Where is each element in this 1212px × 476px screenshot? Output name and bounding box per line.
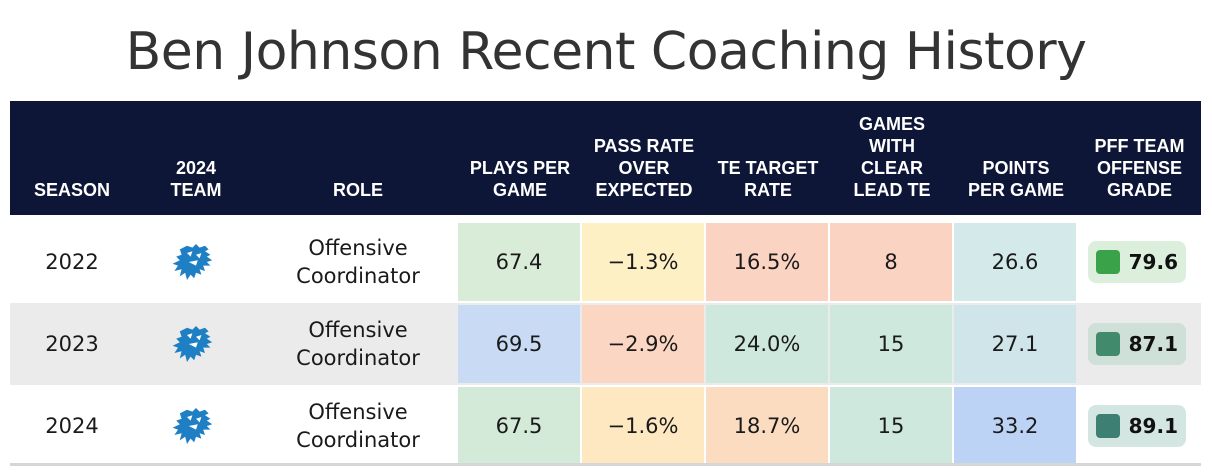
header-line: OFFENSE (1096, 158, 1182, 178)
header-line: PASS RATE (593, 136, 695, 156)
header-pff-offense-grade: PFF TEAM OFFENSE GRADE (1078, 135, 1201, 201)
header-line: GRADE (1106, 180, 1172, 200)
header-line: ROLE (332, 180, 383, 200)
header-line: TEAM (170, 180, 222, 200)
grade-swatch (1096, 414, 1120, 438)
cell-role: Offensive Coordinator (258, 385, 458, 467)
header-line: PLAYS PER (469, 158, 571, 178)
cell-pff-offense-grade: 89.1 (1088, 405, 1186, 447)
header-line: LEAD TE (853, 180, 931, 200)
cell-team (134, 221, 258, 303)
header-games-clear-lead-te: GAMES WITH CLEAR LEAD TE (830, 113, 954, 201)
cell-points-per-game: 27.1 (954, 305, 1076, 383)
cell-season: 2022 (45, 250, 99, 274)
table-header: SEASON 2024 TEAM ROLE PLAYS PER GAME PASS RATE… (10, 101, 1201, 215)
header-line: WITH (869, 136, 915, 156)
grade-value: 89.1 (1128, 414, 1178, 438)
header-role: ROLE (258, 179, 458, 201)
cell-team (134, 303, 258, 385)
header-te-target-rate: TE TARGET RATE (706, 157, 830, 201)
cell-plays-per-game: 67.5 (458, 387, 580, 465)
cell-pass-rate-over-expected: −1.3% (582, 223, 704, 301)
header-line: PER GAME (967, 180, 1064, 200)
role-line: Coordinator (296, 264, 420, 288)
cell-role: Offensive Coordinator (258, 221, 458, 303)
cell-pff-offense-grade: 87.1 (1088, 323, 1186, 365)
grade-swatch (1096, 332, 1120, 356)
lions-logo-icon (169, 322, 223, 366)
table-title: Ben Johnson Recent Coaching History (125, 22, 1087, 82)
cell-season: 2024 (45, 414, 99, 438)
cell-points-per-game: 26.6 (954, 223, 1076, 301)
header-line: PFF TEAM (1094, 136, 1185, 156)
table-row: 2024 Offensive Coordinator 67.5 −1.6% 18.7% 15… (10, 385, 1201, 467)
header-line: RATE (744, 180, 792, 200)
lions-logo-icon (169, 240, 223, 284)
cell-games-clear-lead-te: 8 (830, 223, 952, 301)
cell-points-per-game: 33.2 (954, 387, 1076, 465)
cell-pass-rate-over-expected: −1.6% (582, 387, 704, 465)
header-line: TE TARGET (717, 158, 819, 178)
cell-role: Offensive Coordinator (258, 303, 458, 385)
cell-te-target-rate: 18.7% (706, 387, 828, 465)
grade-value: 87.1 (1128, 332, 1178, 356)
header-season: SEASON (10, 179, 134, 201)
header-points-per-game: POINTS PER GAME (954, 157, 1078, 201)
role-line: Offensive (308, 318, 408, 342)
cell-team (134, 385, 258, 467)
cell-plays-per-game: 67.4 (458, 223, 580, 301)
role-line: Coordinator (296, 346, 420, 370)
role-line: Coordinator (296, 428, 420, 452)
grade-value: 79.6 (1128, 250, 1178, 274)
header-line: 2024 (175, 158, 217, 178)
cell-plays-per-game: 69.5 (458, 305, 580, 383)
header-line: CLEAR (861, 158, 923, 178)
cell-pass-rate-over-expected: −2.9% (582, 305, 704, 383)
cell-te-target-rate: 24.0% (706, 305, 828, 383)
header-team: 2024 TEAM (134, 157, 258, 201)
table-body: 2022 Offensive Coordinator 67.4 −1.3% 16.5% 8 2… (10, 221, 1201, 467)
header-line: EXPECTED (595, 180, 693, 200)
table-bottom-rule (10, 463, 1201, 466)
header-pass-rate-over-expected: PASS RATE OVER EXPECTED (582, 135, 706, 201)
header-line: GAMES (858, 114, 925, 134)
table-row: 2023 Offensive Coordinator 69.5 −2.9% 24.0% 15… (10, 303, 1201, 385)
header-line: OVER (618, 158, 670, 178)
role-line: Offensive (308, 400, 408, 424)
cell-pff-offense-grade: 79.6 (1088, 241, 1186, 283)
header-line: GAME (493, 180, 547, 200)
cell-games-clear-lead-te: 15 (830, 387, 952, 465)
coaching-history-table: SEASON 2024 TEAM ROLE PLAYS PER GAME PASS RATE… (10, 101, 1201, 467)
cell-games-clear-lead-te: 15 (830, 305, 952, 383)
cell-season: 2023 (45, 332, 99, 356)
header-plays-per-game: PLAYS PER GAME (458, 157, 582, 201)
role-line: Offensive (308, 236, 408, 260)
cell-te-target-rate: 16.5% (706, 223, 828, 301)
lions-logo-icon (169, 404, 223, 448)
grade-swatch (1096, 250, 1120, 274)
header-line: POINTS (982, 158, 1050, 178)
header-line: SEASON (33, 180, 111, 200)
table-row: 2022 Offensive Coordinator 67.4 −1.3% 16.5% 8 2… (10, 221, 1201, 303)
